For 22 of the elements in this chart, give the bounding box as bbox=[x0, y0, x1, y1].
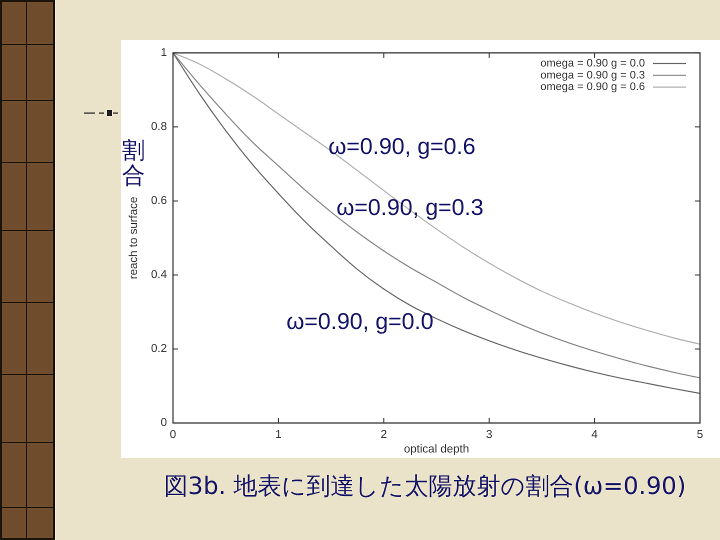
annotation: ω=0.90, g=0.0 bbox=[286, 308, 434, 334]
y-tick-label: 0.6 bbox=[151, 195, 167, 208]
x-tick-label: 4 bbox=[591, 429, 598, 442]
annotation: ω=0.90, g=0.6 bbox=[328, 133, 476, 159]
x-tick-label: 2 bbox=[380, 429, 388, 442]
text: 図3b. 地表に到達した太陽放射の割合(ω=0.90) bbox=[162, 471, 688, 501]
y-tick-label: 0 bbox=[160, 417, 167, 430]
legend-label: omega = 0.90 g = 0.6 bbox=[540, 81, 645, 94]
y-tick-label: 1 bbox=[160, 47, 167, 60]
x-tick-label: 5 bbox=[696, 429, 704, 442]
text: 割合 bbox=[122, 138, 145, 189]
legend-label: omega = 0.90 g = 0.0 bbox=[540, 58, 645, 70]
y-tick-label: 0.4 bbox=[151, 269, 168, 282]
x-tick-label: 0 bbox=[170, 429, 176, 442]
x-tick-label: 3 bbox=[486, 429, 492, 442]
x-tick-label: 1 bbox=[275, 429, 282, 442]
x-axis-title: optical depth bbox=[404, 443, 470, 456]
y-axis-title: reach to surface bbox=[128, 196, 140, 280]
annotation: ω=0.90, g=0.3 bbox=[336, 194, 484, 220]
y-tick-label: 0.2 bbox=[151, 343, 167, 356]
y-tick-label: 0.8 bbox=[151, 121, 167, 134]
legend-label: omega = 0.90 g = 0.3 bbox=[540, 69, 645, 82]
